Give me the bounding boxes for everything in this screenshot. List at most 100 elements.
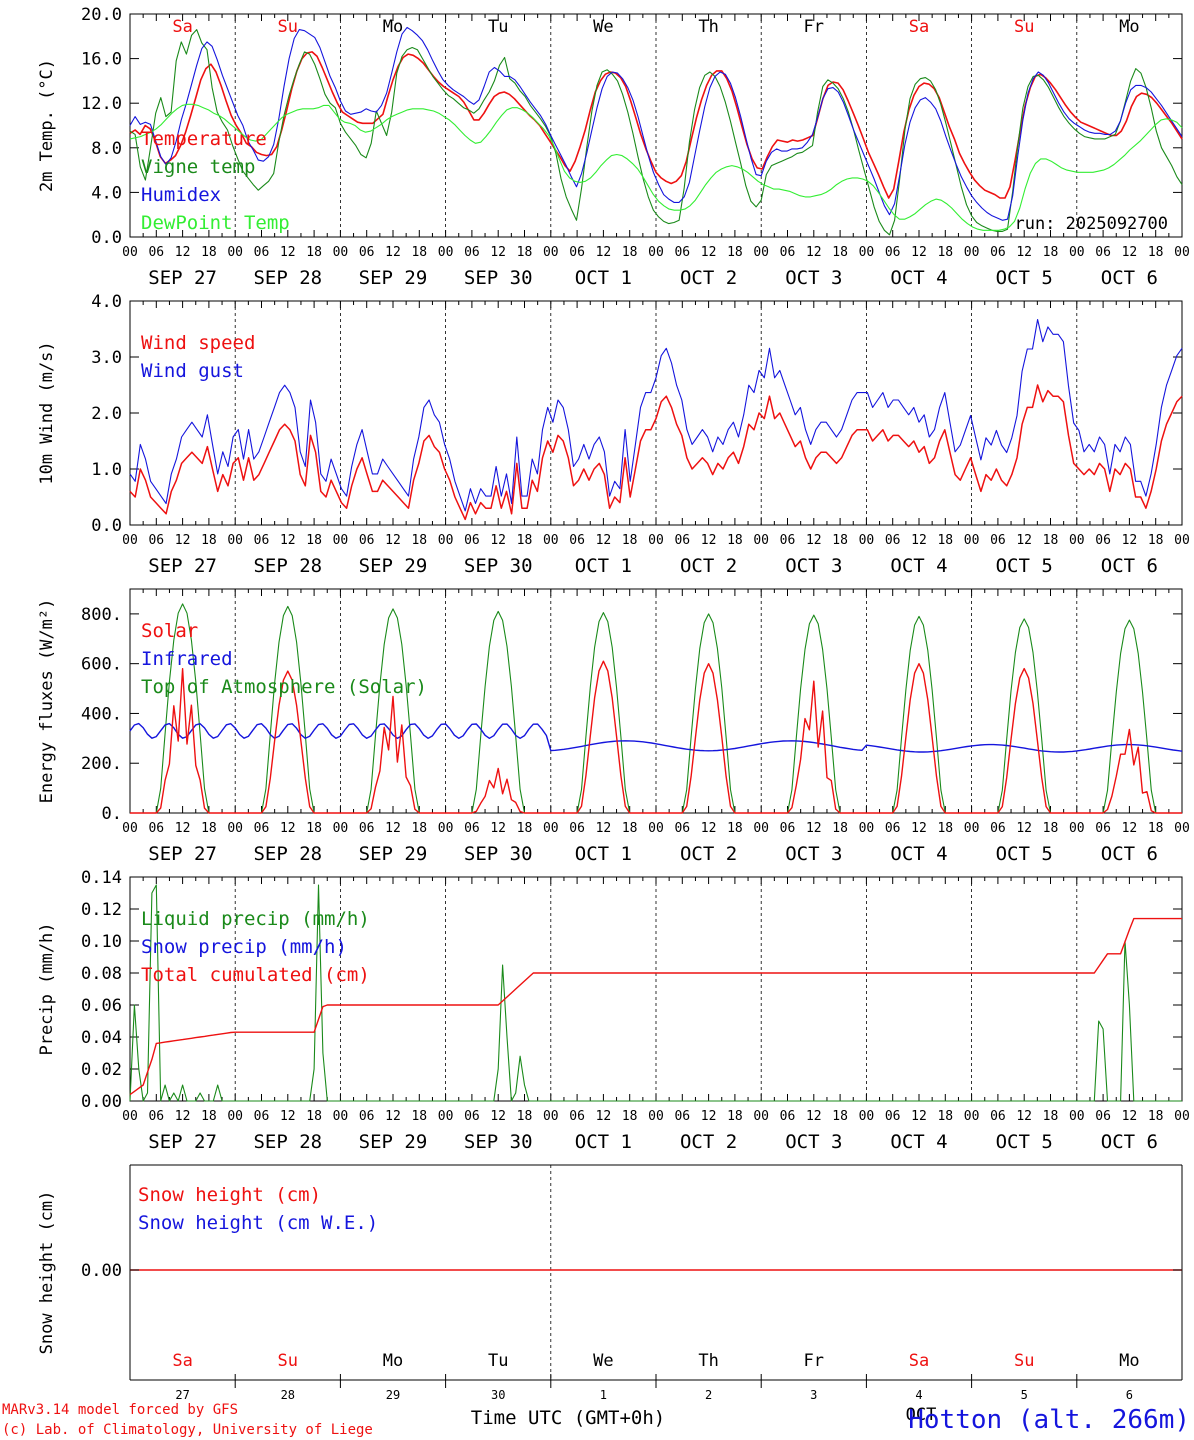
legend-entry: Liquid precip (mm/h) — [141, 908, 370, 930]
hour-tick-label: 00 — [1069, 533, 1085, 548]
hour-tick-label: 12 — [1122, 1109, 1138, 1124]
day-number-label: 3 — [810, 1388, 817, 1402]
legend-entry: Snow height (cm) — [138, 1184, 321, 1206]
day-label: SEP 30 — [464, 267, 533, 289]
y-axis-label: Snow height (cm) — [37, 1191, 57, 1355]
weekday-label: Th — [698, 17, 718, 37]
day-label: OCT 2 — [680, 1131, 737, 1153]
hour-tick-label: 18 — [727, 821, 743, 836]
hour-tick-label: 00 — [227, 245, 243, 260]
legend-entry: Snow height (cm W.E.) — [138, 1212, 378, 1234]
day-label: OCT 5 — [996, 267, 1053, 289]
hour-tick-label: 12 — [490, 1109, 506, 1124]
day-label: OCT 1 — [575, 1131, 632, 1153]
hour-tick-label: 12 — [175, 821, 191, 836]
lab-credit: (c) Lab. of Climatology, University of L… — [2, 1422, 373, 1438]
hour-tick-label: 00 — [333, 245, 349, 260]
panel-2-frame: 00 06 12 18 00 06 12 18 00 06 12 18 00 06 12 18 00 06 12 18… — [37, 292, 1190, 577]
hour-tick-label: 00 — [438, 821, 454, 836]
hour-tick-label: 06 — [359, 533, 375, 548]
panel-border — [129, 300, 1183, 526]
hour-tick-label: 12 — [490, 245, 506, 260]
day-number-label: 29 — [386, 1388, 400, 1402]
day-number-label: 30 — [491, 1388, 505, 1402]
hour-tick-label: 18 — [411, 245, 427, 260]
hour-tick-label: 18 — [201, 533, 217, 548]
weekday-label: Mo — [1119, 17, 1139, 37]
x-axis-label: Time UTC (GMT+0h) — [471, 1407, 665, 1429]
hour-tick-label: 00 — [1069, 1109, 1085, 1124]
hour-tick-label: 06 — [464, 821, 480, 836]
y-tick-label: 0.0 — [91, 228, 122, 248]
hour-tick-label: 06 — [674, 245, 690, 260]
y-tick-label: 1.0 — [91, 460, 122, 480]
hour-tick-label: 12 — [385, 245, 401, 260]
panel-border — [129, 13, 1183, 238]
hour-tick-label: 06 — [1095, 821, 1111, 836]
hour-tick-label: 00 — [1069, 245, 1085, 260]
legend-entry: Snow precip (mm/h) — [141, 936, 347, 958]
y-tick-label: 600. — [81, 655, 122, 675]
hour-tick-label: 06 — [359, 1109, 375, 1124]
hour-tick-label: 00 — [648, 821, 664, 836]
series-total-cumulated — [129, 917, 1182, 1096]
hour-tick-label: 18 — [727, 245, 743, 260]
day-label: OCT 6 — [1101, 1131, 1158, 1153]
day-label: OCT 3 — [785, 267, 842, 289]
weekday-label: Su — [1014, 1351, 1034, 1371]
hour-tick-label: 18 — [411, 821, 427, 836]
hour-tick-label: 00 — [1174, 821, 1190, 836]
hour-tick-label: 18 — [937, 821, 953, 836]
y-tick-label: 4.0 — [91, 292, 122, 312]
hour-tick-label: 12 — [596, 1109, 612, 1124]
hour-tick-label: 06 — [990, 245, 1006, 260]
hour-tick-label: 18 — [306, 533, 322, 548]
hour-tick-label: 06 — [148, 821, 164, 836]
hour-tick-label: 06 — [464, 1109, 480, 1124]
y-axis-label: Precip (mm/h) — [37, 922, 57, 1055]
y-tick-label: 2.0 — [91, 404, 122, 424]
hour-tick-label: 18 — [517, 1109, 533, 1124]
hour-tick-label: 12 — [385, 1109, 401, 1124]
legend-entry: Humidex — [141, 184, 221, 206]
hour-tick-label: 06 — [1095, 1109, 1111, 1124]
hour-tick-label: 00 — [333, 821, 349, 836]
hour-tick-label: 12 — [701, 533, 717, 548]
day-label: SEP 27 — [148, 1131, 217, 1153]
y-tick-label: 0.08 — [81, 964, 122, 984]
hour-tick-label: 00 — [122, 245, 138, 260]
hour-tick-label: 12 — [175, 1109, 191, 1124]
hour-tick-label: 12 — [806, 1109, 822, 1124]
panel-5-frame: 0.00 Snow height (cm) Snow height (cm) Snow… — [37, 1164, 1183, 1402]
hour-tick-label: 06 — [254, 533, 270, 548]
day-label: SEP 29 — [359, 843, 428, 865]
hour-tick-label: 00 — [1174, 533, 1190, 548]
hour-tick-label: 06 — [1095, 533, 1111, 548]
legend-entry: DewPoint Temp — [141, 212, 290, 234]
legend-entry: Total cumulated (cm) — [141, 964, 370, 986]
hour-tick-label: 06 — [990, 533, 1006, 548]
hour-tick-label: 18 — [306, 245, 322, 260]
day-label: OCT 4 — [890, 267, 947, 289]
legend-entry: Solar — [141, 620, 198, 642]
hour-tick-label: 12 — [1122, 245, 1138, 260]
hour-tick-label: 18 — [1043, 245, 1059, 260]
hour-tick-label: 00 — [438, 533, 454, 548]
hour-tick-label: 18 — [517, 821, 533, 836]
day-label: SEP 27 — [148, 267, 217, 289]
hour-tick-label: 06 — [569, 533, 585, 548]
hour-tick-label: 12 — [280, 1109, 296, 1124]
day-label: SEP 28 — [253, 555, 322, 577]
y-tick-label: 20.0 — [81, 5, 122, 25]
hour-tick-label: 18 — [1148, 821, 1164, 836]
day-label: OCT 5 — [996, 843, 1053, 865]
hour-tick-label: 00 — [438, 245, 454, 260]
weekday-label: Sa — [909, 1351, 929, 1371]
weekday-label: Su — [278, 1351, 298, 1371]
hour-tick-label: 18 — [727, 1109, 743, 1124]
day-number-label: 6 — [1126, 1388, 1133, 1402]
y-tick-label: 400. — [81, 704, 122, 724]
hour-tick-label: 06 — [885, 533, 901, 548]
hour-tick-label: 12 — [490, 821, 506, 836]
weekday-label: We — [593, 1351, 613, 1371]
